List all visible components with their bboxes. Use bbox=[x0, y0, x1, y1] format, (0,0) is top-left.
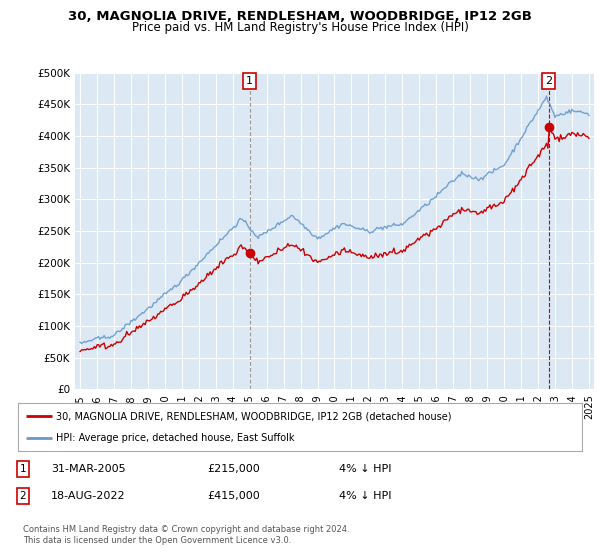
Text: 31-MAR-2005: 31-MAR-2005 bbox=[51, 464, 125, 474]
Text: £415,000: £415,000 bbox=[207, 491, 260, 501]
Text: HPI: Average price, detached house, East Suffolk: HPI: Average price, detached house, East… bbox=[56, 433, 295, 443]
Text: £215,000: £215,000 bbox=[207, 464, 260, 474]
Text: 1: 1 bbox=[246, 76, 253, 86]
Text: 4% ↓ HPI: 4% ↓ HPI bbox=[339, 464, 391, 474]
Text: Contains HM Land Registry data © Crown copyright and database right 2024.
This d: Contains HM Land Registry data © Crown c… bbox=[23, 525, 349, 545]
Text: 4% ↓ HPI: 4% ↓ HPI bbox=[339, 491, 391, 501]
Text: 30, MAGNOLIA DRIVE, RENDLESHAM, WOODBRIDGE, IP12 2GB: 30, MAGNOLIA DRIVE, RENDLESHAM, WOODBRID… bbox=[68, 10, 532, 23]
Text: Price paid vs. HM Land Registry's House Price Index (HPI): Price paid vs. HM Land Registry's House … bbox=[131, 21, 469, 34]
Text: 18-AUG-2022: 18-AUG-2022 bbox=[51, 491, 125, 501]
Text: 1: 1 bbox=[19, 464, 26, 474]
Text: 30, MAGNOLIA DRIVE, RENDLESHAM, WOODBRIDGE, IP12 2GB (detached house): 30, MAGNOLIA DRIVE, RENDLESHAM, WOODBRID… bbox=[56, 411, 452, 421]
Text: 2: 2 bbox=[545, 76, 552, 86]
Text: 2: 2 bbox=[19, 491, 26, 501]
